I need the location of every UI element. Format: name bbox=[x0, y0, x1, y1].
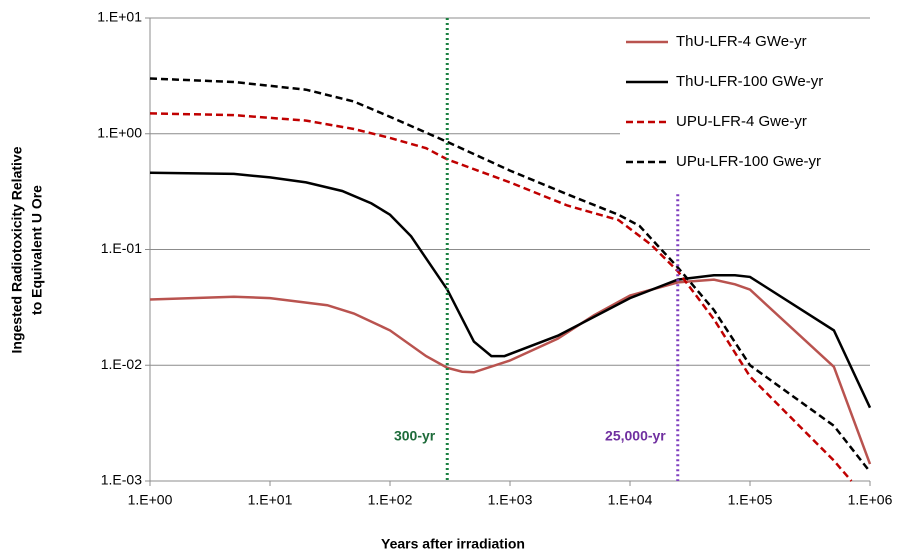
series-line bbox=[149, 112, 853, 482]
annotation-label: 300-yr bbox=[394, 428, 436, 444]
x-axis-label: Years after irradiation bbox=[381, 536, 525, 552]
y-tick-label: 1.E-02 bbox=[101, 356, 142, 372]
legend-label: ThU-LFR-100 GWe-yr bbox=[676, 73, 823, 90]
series-line bbox=[149, 278, 872, 465]
y-tick-label: 1.E+00 bbox=[97, 124, 142, 140]
x-tick-label: 1.E+02 bbox=[368, 492, 413, 508]
y-axis-label: Ingested Radiotoxicity Relative bbox=[9, 146, 25, 353]
x-tick-label: 1.E+04 bbox=[608, 492, 653, 508]
x-tick-label: 1.E+00 bbox=[128, 492, 173, 508]
x-tick-label: 1.E+03 bbox=[488, 492, 533, 508]
x-tick-label: 1.E+06 bbox=[848, 492, 893, 508]
series-line bbox=[149, 77, 871, 473]
annotation-label: 25,000-yr bbox=[605, 428, 666, 444]
y-tick-label: 1.E-03 bbox=[101, 472, 142, 488]
x-tick-label: 1.E+05 bbox=[728, 492, 773, 508]
y-axis-label: to Equivalent U Ore bbox=[29, 185, 45, 315]
legend-box bbox=[620, 22, 870, 182]
legend-label: UPU-LFR-4 Gwe-yr bbox=[676, 113, 807, 130]
y-tick-label: 1.E+01 bbox=[97, 9, 142, 25]
legend-label: UPu-LFR-100 Gwe-yr bbox=[676, 153, 821, 170]
series-line bbox=[149, 171, 872, 409]
x-tick-label: 1.E+01 bbox=[248, 492, 293, 508]
y-tick-label: 1.E-01 bbox=[101, 240, 142, 256]
legend-label: ThU-LFR-4 GWe-yr bbox=[676, 33, 807, 50]
